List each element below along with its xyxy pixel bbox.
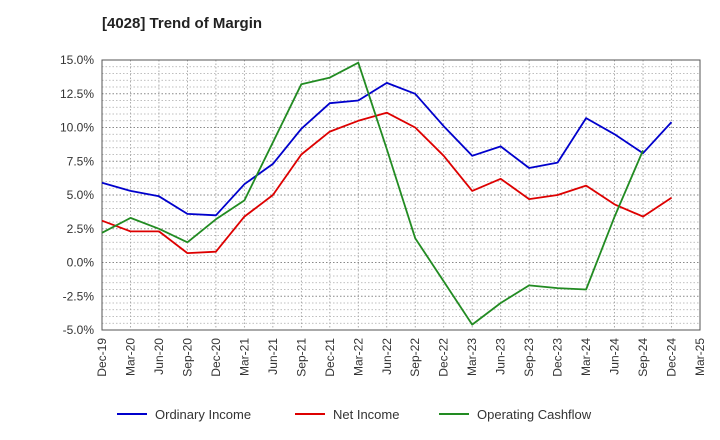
x-tick-label: Jun-20 — [152, 338, 166, 375]
y-tick-label: 0.0% — [67, 256, 95, 270]
x-tick-label: Mar-25 — [693, 338, 707, 376]
x-tick-label: Sep-21 — [294, 338, 308, 377]
x-tick-label: Jun-23 — [494, 338, 508, 375]
series-line-2 — [101, 111, 672, 255]
legend-label: Operating Cashflow — [477, 407, 592, 422]
y-tick-label: 12.5% — [60, 87, 94, 101]
x-tick-label: Dec-23 — [551, 338, 565, 377]
y-tick-label: -5.0% — [63, 323, 95, 337]
y-tick-label: -2.5% — [63, 289, 95, 303]
x-tick-label: Dec-21 — [323, 338, 337, 377]
axes: 15.0% 12.5% 10.0% 7.5% 5.0% 2.5% 0.0% -2.5% -5.0… — [60, 53, 707, 377]
chart-title: [4028] Trend of Margin — [102, 15, 263, 32]
series-line-3 — [101, 61, 644, 326]
legend-label: Net Income — [333, 407, 399, 422]
series-lines — [101, 61, 673, 326]
x-tick-label: Mar-24 — [579, 338, 593, 376]
x-tick-label: Jun-22 — [380, 338, 394, 375]
x-tick-label: Sep-20 — [180, 338, 194, 377]
y-tick-label: 15.0% — [60, 53, 94, 67]
x-tick-label: Mar-20 — [123, 338, 137, 376]
x-tick-label: Mar-22 — [351, 338, 365, 376]
x-tick-label: Dec-22 — [437, 338, 451, 377]
x-tick-label: Sep-24 — [636, 338, 650, 377]
x-tick-label: Sep-22 — [408, 338, 422, 377]
x-tick-label: Jun-21 — [266, 338, 280, 375]
series-line-1 — [101, 82, 673, 217]
y-tick-label: 10.0% — [60, 121, 94, 135]
legend: Ordinary Income Net Income Operating Cashf… — [117, 407, 592, 422]
plot-frame — [101, 59, 701, 331]
x-tick-label: Dec-24 — [665, 338, 679, 377]
legend-label: Ordinary Income — [155, 407, 251, 422]
y-tick-label: 7.5% — [67, 154, 95, 168]
x-tick-label: Dec-20 — [209, 338, 223, 377]
x-tick-label: Sep-23 — [522, 338, 536, 377]
x-tick-label: Jun-24 — [608, 338, 622, 375]
y-tick-label: 5.0% — [67, 188, 95, 202]
x-tick-label: Mar-21 — [237, 338, 251, 376]
y-tick-label: 2.5% — [67, 222, 95, 236]
x-tick-label: Mar-23 — [465, 338, 479, 376]
x-tick-label: Dec-19 — [95, 338, 109, 377]
